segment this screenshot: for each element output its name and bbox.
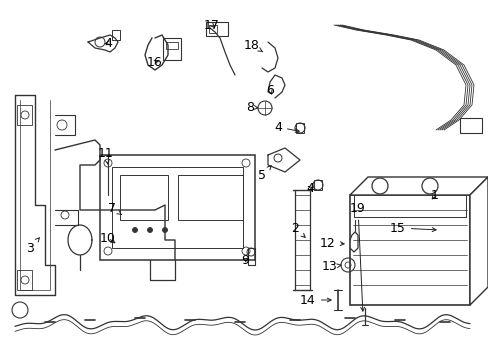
Bar <box>295 123 304 133</box>
Circle shape <box>147 228 152 233</box>
Bar <box>112 30 120 40</box>
Circle shape <box>162 228 167 233</box>
Bar <box>100 155 254 260</box>
Text: 9: 9 <box>241 253 248 266</box>
Bar <box>17 270 32 290</box>
Text: 8: 8 <box>245 100 257 113</box>
Bar <box>349 195 469 305</box>
Text: 12: 12 <box>320 237 344 249</box>
Bar <box>459 118 481 133</box>
Text: 2: 2 <box>290 221 305 237</box>
Text: 19: 19 <box>349 202 365 311</box>
Text: 5: 5 <box>258 166 271 181</box>
Text: 7: 7 <box>108 202 121 215</box>
Polygon shape <box>469 177 487 305</box>
Bar <box>313 180 321 190</box>
Text: 16: 16 <box>147 55 163 68</box>
Text: 4: 4 <box>273 121 299 134</box>
Bar <box>165 42 178 49</box>
Circle shape <box>132 228 137 233</box>
Bar <box>17 105 32 125</box>
Bar <box>120 175 168 220</box>
Text: 11: 11 <box>98 147 114 164</box>
Bar <box>205 22 227 36</box>
Text: 14: 14 <box>300 293 330 306</box>
Text: 4: 4 <box>104 36 112 50</box>
Text: 1: 1 <box>430 189 438 202</box>
Text: 15: 15 <box>389 221 435 234</box>
Text: 6: 6 <box>265 84 273 96</box>
Bar <box>178 175 243 220</box>
Bar <box>163 38 181 60</box>
Bar <box>208 25 217 33</box>
Text: 10: 10 <box>100 231 116 244</box>
Text: 3: 3 <box>26 238 40 255</box>
Text: 18: 18 <box>244 39 262 52</box>
Bar <box>112 167 243 248</box>
Text: 17: 17 <box>203 18 220 32</box>
Text: 13: 13 <box>322 261 340 274</box>
Polygon shape <box>349 177 487 195</box>
Text: 4: 4 <box>305 181 313 194</box>
